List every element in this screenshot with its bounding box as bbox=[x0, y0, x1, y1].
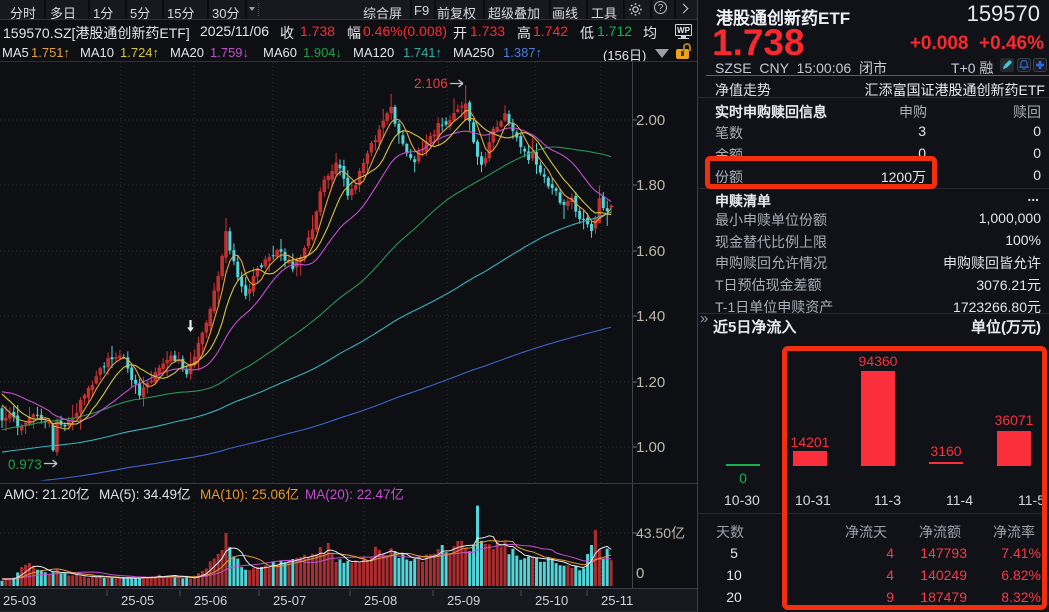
svg-text:43.50亿: 43.50亿 bbox=[636, 525, 685, 541]
svg-text:MA(5): 34.49亿: MA(5): 34.49亿 bbox=[99, 487, 191, 502]
svg-text:25-10: 25-10 bbox=[535, 593, 568, 608]
svg-text:1.00: 1.00 bbox=[636, 439, 665, 456]
svg-text:0.973: 0.973 bbox=[8, 457, 42, 472]
svg-text:2.106: 2.106 bbox=[414, 76, 448, 91]
svg-text:AMO: 21.20亿: AMO: 21.20亿 bbox=[4, 487, 90, 502]
svg-text:1.20: 1.20 bbox=[636, 374, 665, 391]
svg-text:25-11: 25-11 bbox=[601, 593, 633, 608]
svg-text:1.80: 1.80 bbox=[636, 177, 665, 194]
svg-text:1.60: 1.60 bbox=[636, 243, 665, 260]
svg-text:MA(20): 22.47亿: MA(20): 22.47亿 bbox=[305, 487, 404, 502]
svg-text:25-07: 25-07 bbox=[273, 593, 306, 608]
svg-text:25-05: 25-05 bbox=[121, 593, 154, 608]
svg-text:2.00: 2.00 bbox=[636, 112, 665, 129]
svg-text:MA(10): 25.06亿: MA(10): 25.06亿 bbox=[200, 487, 299, 502]
svg-text:25-03: 25-03 bbox=[3, 593, 36, 608]
svg-text:25-09: 25-09 bbox=[447, 593, 480, 608]
svg-text:0: 0 bbox=[636, 565, 644, 582]
svg-text:1.40: 1.40 bbox=[636, 308, 665, 325]
svg-text:25-06: 25-06 bbox=[194, 593, 227, 608]
svg-text:25-08: 25-08 bbox=[364, 593, 397, 608]
